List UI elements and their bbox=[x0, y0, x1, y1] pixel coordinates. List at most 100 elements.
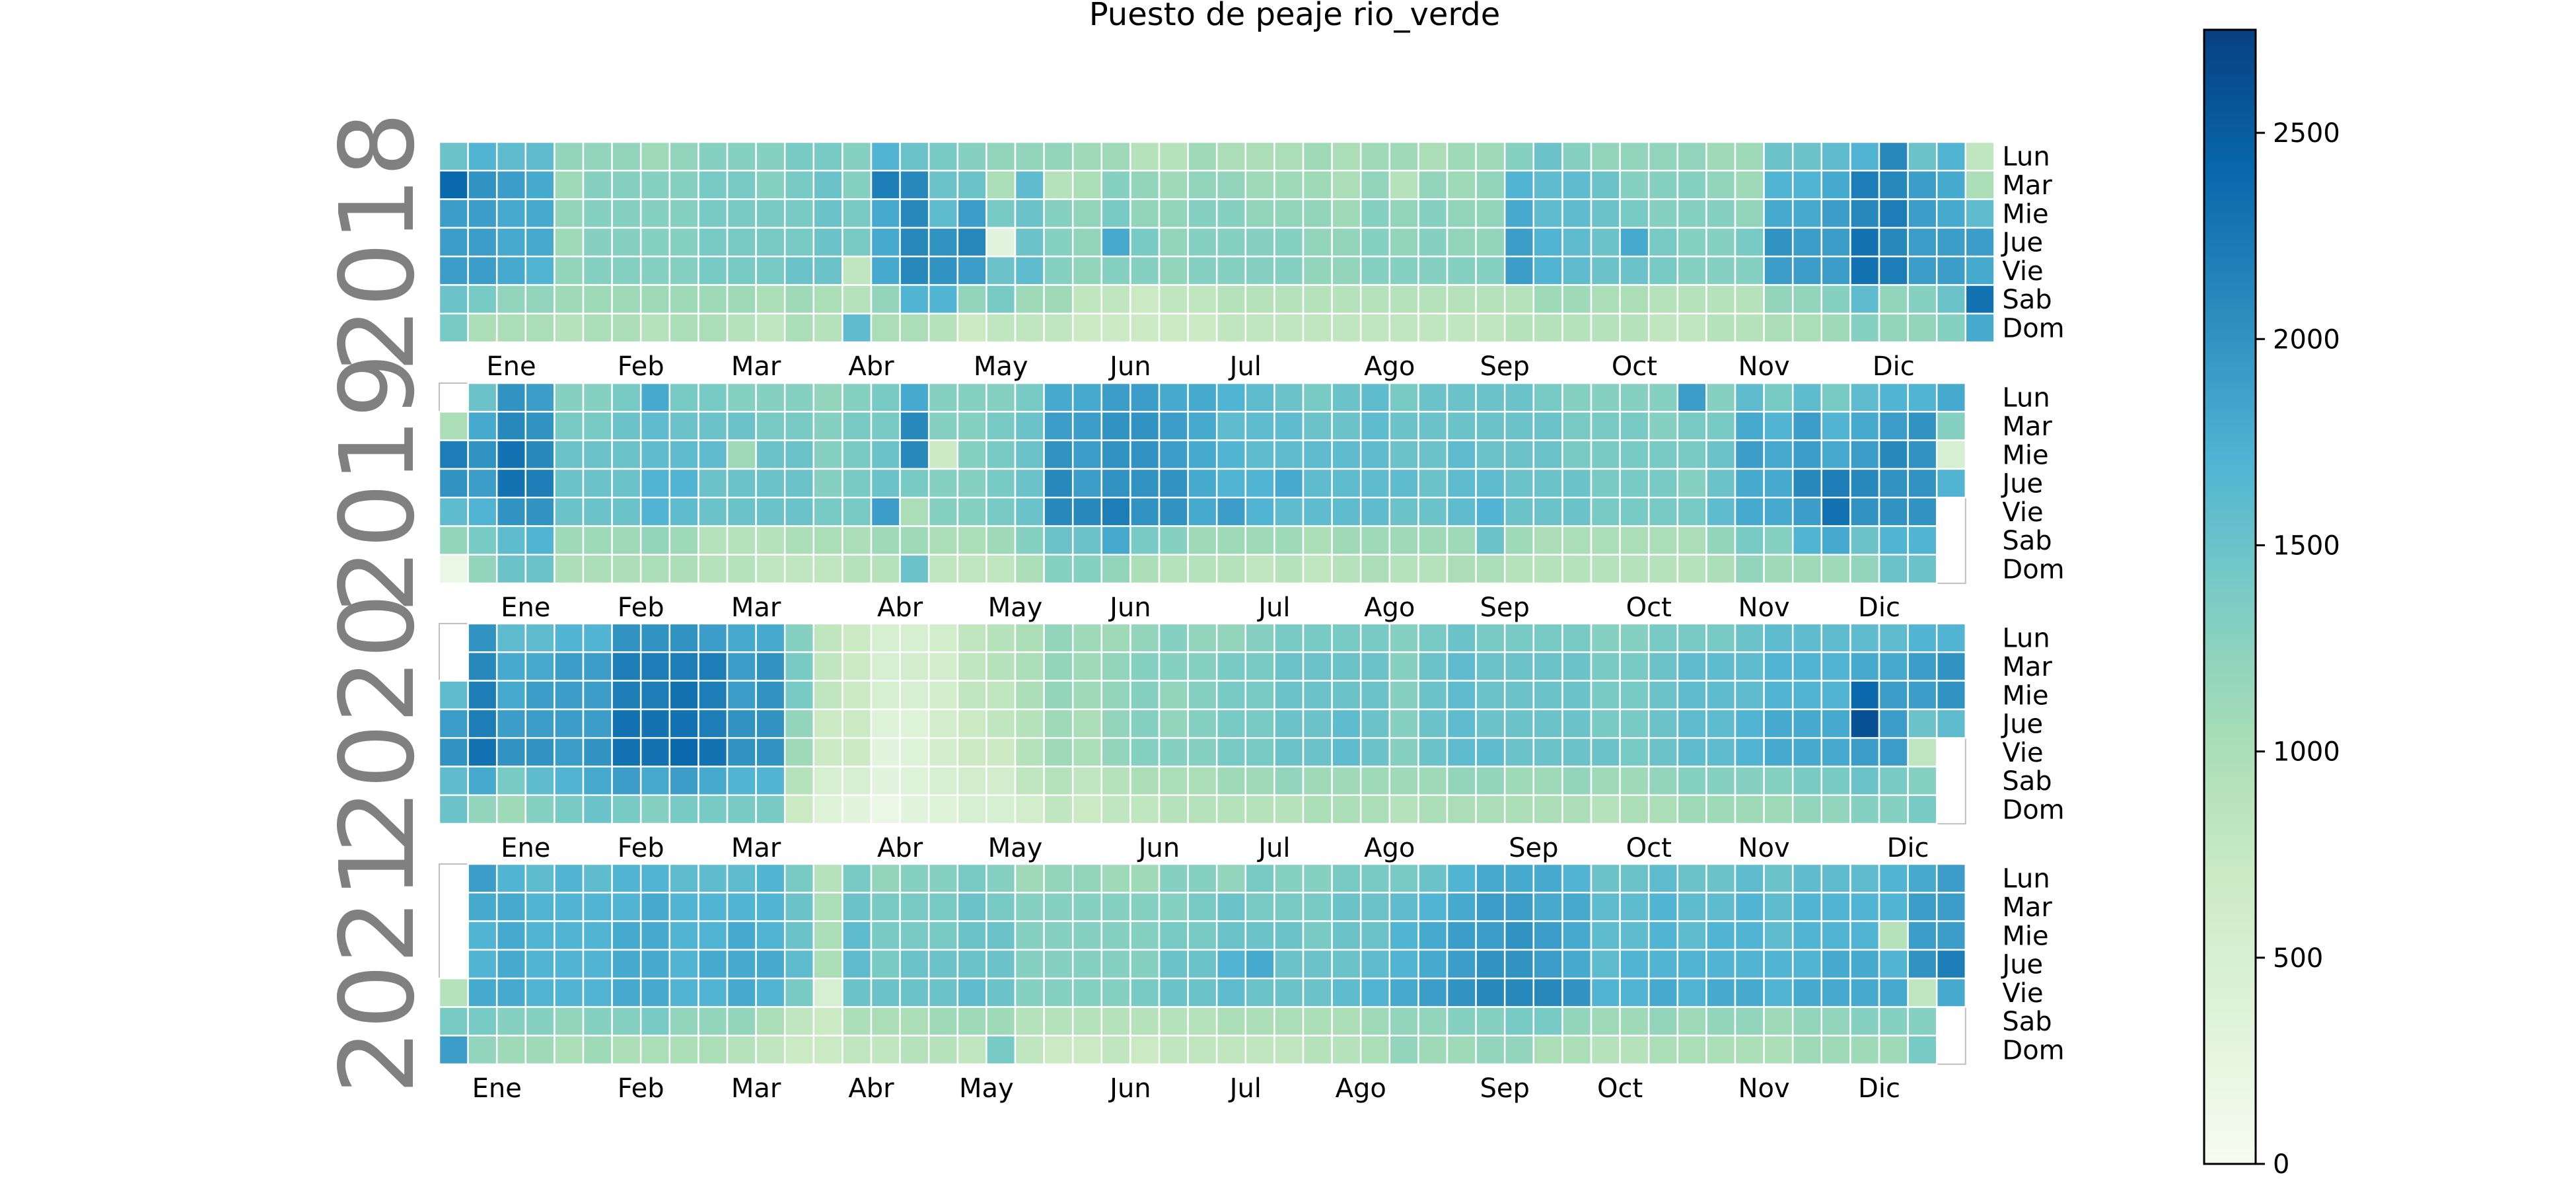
day-cell bbox=[870, 1006, 901, 1037]
day-cell bbox=[1705, 920, 1736, 951]
day-cell bbox=[1331, 794, 1362, 825]
day-cell bbox=[1849, 312, 1880, 343]
day-cell bbox=[1791, 680, 1823, 711]
day-cell bbox=[1331, 892, 1362, 922]
day-cell bbox=[438, 439, 469, 470]
day-cell bbox=[1014, 439, 1045, 470]
day-cell bbox=[1475, 198, 1506, 229]
day-cell bbox=[1734, 949, 1765, 980]
day-cell bbox=[1734, 439, 1765, 470]
day-cell bbox=[726, 794, 757, 825]
day-cell bbox=[582, 411, 613, 441]
day-cell bbox=[495, 496, 527, 527]
day-cell bbox=[1763, 227, 1794, 258]
day-cell bbox=[1100, 766, 1131, 797]
day-cell bbox=[1244, 312, 1275, 343]
day-cell bbox=[611, 525, 642, 556]
day-cell bbox=[1964, 141, 1995, 172]
day-cell bbox=[927, 312, 959, 343]
day-cell bbox=[639, 1034, 671, 1065]
day-cell bbox=[1532, 439, 1563, 470]
day-cell bbox=[1158, 977, 1189, 1008]
day-cell bbox=[1532, 312, 1563, 343]
day-cell bbox=[1676, 892, 1707, 922]
month-label: Ago bbox=[1336, 1073, 1386, 1104]
day-cell bbox=[1215, 1006, 1247, 1037]
day-cell bbox=[1907, 198, 1938, 229]
day-cell bbox=[1878, 651, 1909, 682]
day-cell bbox=[698, 766, 729, 797]
day-cell bbox=[1619, 227, 1650, 258]
day-cell bbox=[1273, 525, 1305, 556]
month-label: Jul bbox=[1256, 833, 1290, 863]
day-cell bbox=[1043, 382, 1074, 413]
day-cell bbox=[927, 496, 959, 527]
day-cell bbox=[841, 554, 873, 585]
day-cell bbox=[1100, 892, 1131, 922]
day-cell bbox=[1849, 737, 1880, 768]
day-cell bbox=[554, 794, 585, 825]
day-cell bbox=[1187, 794, 1218, 825]
day-cell bbox=[1647, 863, 1679, 894]
day-cell bbox=[582, 1034, 613, 1065]
day-cell bbox=[841, 892, 873, 922]
day-cell bbox=[1935, 708, 1967, 739]
day-cell bbox=[1676, 680, 1707, 711]
day-cell bbox=[1791, 525, 1823, 556]
day-cell bbox=[812, 680, 843, 711]
day-label: Sab bbox=[2002, 285, 2052, 315]
day-cell bbox=[841, 496, 873, 527]
day-cell bbox=[870, 708, 901, 739]
day-cell bbox=[1071, 977, 1103, 1008]
day-cell bbox=[1129, 382, 1161, 413]
day-cell bbox=[1158, 382, 1189, 413]
day-cell bbox=[1187, 312, 1218, 343]
day-cell bbox=[870, 622, 901, 653]
day-cell bbox=[1302, 622, 1333, 653]
day-cell bbox=[1619, 977, 1650, 1008]
day-cell bbox=[812, 382, 843, 413]
day-cell bbox=[1878, 920, 1909, 951]
day-cell bbox=[1849, 284, 1880, 315]
day-cell bbox=[1619, 554, 1650, 585]
day-cell bbox=[1503, 284, 1535, 315]
day-cell bbox=[1331, 622, 1362, 653]
day-cell bbox=[438, 411, 469, 441]
day-cell bbox=[1619, 892, 1650, 922]
day-cell bbox=[841, 468, 873, 499]
day-cell bbox=[726, 949, 757, 980]
month-label: Jun bbox=[1108, 1073, 1151, 1104]
day-cell bbox=[1503, 737, 1535, 768]
day-cell bbox=[1676, 411, 1707, 441]
day-cell bbox=[668, 554, 699, 585]
day-cell bbox=[1446, 468, 1477, 499]
day-cell bbox=[1187, 920, 1218, 951]
day-cell bbox=[1503, 949, 1535, 980]
day-cell bbox=[698, 525, 729, 556]
day-cell bbox=[1503, 680, 1535, 711]
day-cell bbox=[1503, 468, 1535, 499]
day-cell bbox=[1791, 1034, 1823, 1065]
day-cell bbox=[1907, 977, 1938, 1008]
day-cell bbox=[1043, 141, 1074, 172]
day-cell bbox=[1244, 622, 1275, 653]
day-cell bbox=[1129, 949, 1161, 980]
day-cell bbox=[1244, 525, 1275, 556]
day-cell bbox=[1302, 227, 1333, 258]
day-cell bbox=[812, 198, 843, 229]
day-cell bbox=[1359, 622, 1391, 653]
day-cell bbox=[1561, 554, 1592, 585]
day-cell bbox=[1734, 284, 1765, 315]
day-cell bbox=[1503, 622, 1535, 653]
month-label: May bbox=[988, 833, 1043, 863]
day-cell bbox=[1475, 312, 1506, 343]
day-cell bbox=[1849, 468, 1880, 499]
day-cell bbox=[438, 496, 469, 527]
day-cell bbox=[1619, 255, 1650, 286]
day-cell bbox=[841, 227, 873, 258]
day-cell bbox=[1763, 949, 1794, 980]
day-cell bbox=[1302, 198, 1333, 229]
day-cell bbox=[1763, 977, 1794, 1008]
day-cell bbox=[812, 439, 843, 470]
